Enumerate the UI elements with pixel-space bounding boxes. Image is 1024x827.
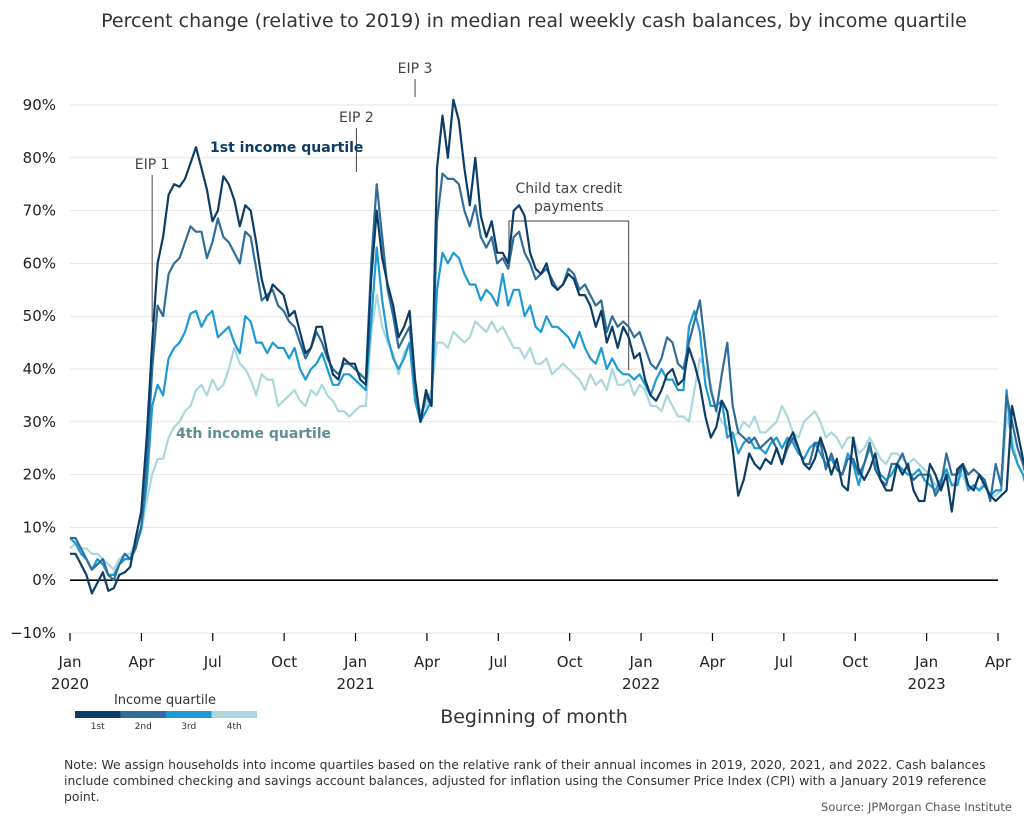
y-tick-label: 70% [23,202,56,220]
y-axis-ticks: −10% 0% 10% 20% 30% 40% 50% 60% 70% 80% 90% [10,96,56,642]
y-tick-label: 60% [23,254,56,272]
series-line-2nd [70,172,1024,582]
legend-item: 1st [91,722,105,732]
y-tick-label: 40% [23,360,56,378]
x-tick-label: Jan [629,653,653,671]
legend-title: Income quartile [114,693,216,708]
x-tick-label: Apr [699,653,726,671]
legend-item: 4th [227,722,242,732]
x-tick-year: 2022 [622,675,660,693]
x-tick-year: 2020 [51,675,89,693]
x-axis-label: Beginning of month [440,706,628,728]
legend-swatch [120,711,166,718]
annotation-label: payments [534,199,604,215]
chart-title: Percent change (relative to 2019) in med… [101,10,967,32]
x-tick-label: Jan [914,653,938,671]
series-lines [69,98,1024,595]
x-tick-label: Apr [414,653,441,671]
annotation-label: EIP 3 [398,61,433,77]
legend-item: 2nd [135,722,152,732]
y-tick-label: 50% [23,307,56,325]
legend-swatch [166,711,212,718]
legend-item: 3rd [181,722,196,732]
x-tick-label: Apr [128,653,155,671]
x-axis: Jan 2020 Apr Jul Oct Jan 2021 Apr Jul Oct Jan 2022 A… [51,633,1012,693]
annotation-label: Child tax credit [516,181,623,197]
x-tick-label: Jan [343,653,367,671]
annotation-bracket [508,220,630,370]
source-credit: Source: JPMorgan Chase Institute [821,800,1012,814]
series-label: 1st income quartile [210,140,363,156]
x-tick-label: Apr [985,653,1012,671]
y-tick-label: 90% [23,96,56,114]
legend-swatch [211,711,257,718]
footnote: Note: We assign households into income q… [64,757,987,804]
y-tick-label: 80% [23,149,56,167]
legend-swatch [75,711,121,718]
annotation-label: EIP 2 [339,110,374,126]
gridlines [70,104,998,634]
y-tick-label: 0% [32,571,56,589]
y-tick-label: 30% [23,413,56,431]
legend: Income quartile 1st 2nd 3rd 4th [75,693,257,732]
x-tick-label: Jul [203,653,222,671]
x-tick-label: Oct [557,653,583,671]
x-tick-year: 2021 [336,675,374,693]
y-tick-label: 20% [23,466,56,484]
x-tick-label: Oct [842,653,868,671]
series-line-1st [70,98,1024,595]
x-tick-label: Jan [57,653,81,671]
x-tick-label: Jul [488,653,507,671]
annotation-label: EIP 1 [135,157,170,173]
x-tick-year: 2023 [908,675,946,693]
series-label: 4th income quartile [176,426,331,442]
y-tick-label: −10% [10,624,56,642]
y-tick-label: 10% [23,518,56,536]
x-tick-label: Oct [271,653,297,671]
series-labels: 1st income quartile 4th income quartile [176,140,363,442]
annotations: EIP 1 EIP 2 EIP 3 Child tax credit payments [135,61,630,370]
x-tick-label: Jul [774,653,793,671]
series-line-3rd [69,246,1024,577]
